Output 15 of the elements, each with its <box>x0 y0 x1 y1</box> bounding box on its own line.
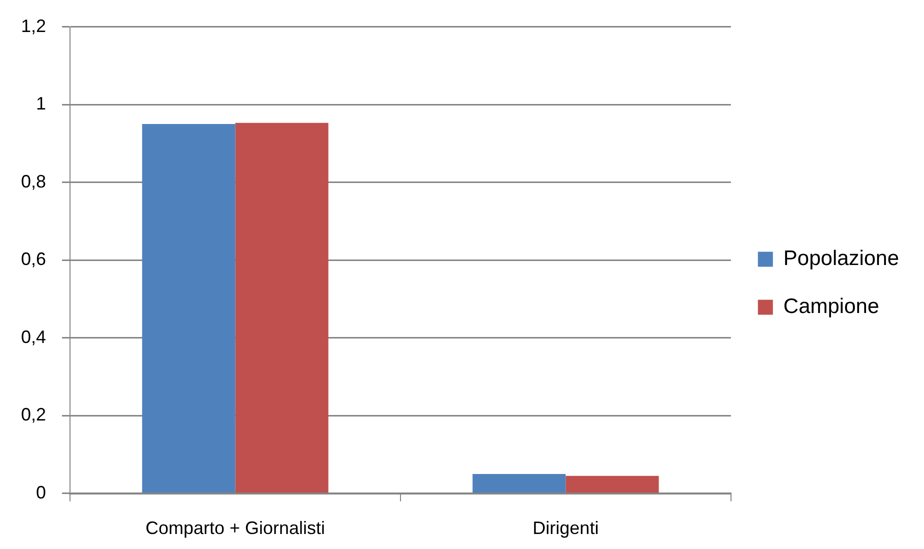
bar <box>566 476 659 493</box>
bar <box>142 124 236 493</box>
y-tick-label: 0 <box>36 482 46 502</box>
bar <box>235 122 328 493</box>
x-tick-label: Dirigenti <box>532 518 599 538</box>
y-tick-label: 1 <box>36 94 46 114</box>
legend-label: Popolazione <box>783 247 899 270</box>
y-tick-label: 0,2 <box>20 404 46 425</box>
bar <box>472 474 566 493</box>
y-tick-label: 0,4 <box>20 326 46 347</box>
y-tick-label: 0,8 <box>20 171 46 192</box>
y-tick-label: 0,6 <box>20 249 46 270</box>
legend-label: Campione <box>783 295 880 318</box>
x-tick-label: Comparto + Giornalisti <box>145 518 326 538</box>
y-tick-label: 1,2 <box>20 16 46 36</box>
